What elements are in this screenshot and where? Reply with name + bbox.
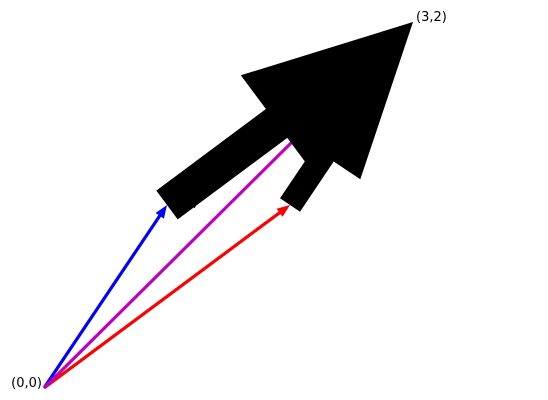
vector-v2-shaft xyxy=(43,210,283,390)
point-label-origin: (0,0) xyxy=(11,376,42,391)
vector-v2-head xyxy=(276,205,290,217)
vector-v1-shaft xyxy=(42,213,163,389)
vector-v1-head xyxy=(155,205,167,219)
vector-v4-arrow xyxy=(156,22,414,220)
vector-v5-arrow xyxy=(280,22,413,212)
point-label-3-2: (3,2) xyxy=(416,10,447,25)
point-label-1-1: (1,1) xyxy=(167,195,198,210)
vectors-layer xyxy=(42,22,414,390)
point-labels: (0,0) (1,1) (3,2) xyxy=(11,10,447,391)
